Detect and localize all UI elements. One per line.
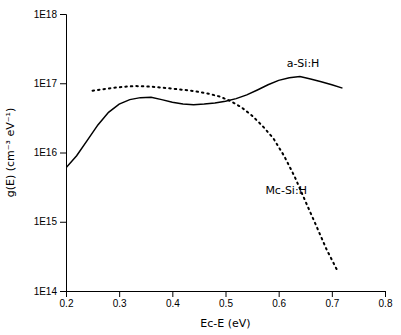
plot: 0.20.30.40.50.60.70.81E141E151E161E171E1… <box>34 9 393 309</box>
y-axis-title: g(E) (cm⁻³ eV⁻¹) <box>4 108 17 198</box>
x-axis-line <box>67 292 386 298</box>
x-axis: 0.2 0.3 0.4 0.5 0.6 0.7 0.8 <box>60 291 393 309</box>
x-tick: 0.5 <box>219 291 233 309</box>
x-tick-mark <box>119 291 120 297</box>
x-tick: 0.3 <box>113 291 127 309</box>
x-tick-mark <box>172 291 173 297</box>
chart: 0.20.30.40.50.60.70.81E141E151E161E171E1… <box>0 0 401 335</box>
lines <box>66 77 342 271</box>
x-tick-mark <box>332 291 333 297</box>
x-tick-label: 0.6 <box>272 298 286 309</box>
x-tick-label: 0.3 <box>113 298 127 309</box>
y-tick: 1E17 <box>34 78 66 89</box>
annotations: a-Si:H Mc-Si:H <box>265 57 319 197</box>
x-tick-label: 0.4 <box>166 298 180 309</box>
y-tick-mark <box>60 222 66 223</box>
x-tick: 0.4 <box>166 291 180 309</box>
x-tick-label: 0.8 <box>379 298 393 309</box>
annotation: a-Si:H <box>287 57 320 70</box>
y-tick-mark <box>60 291 66 292</box>
x-tick-mark <box>279 291 280 297</box>
annotation: Mc-Si:H <box>265 184 307 197</box>
y-axis: 1E14 1E15 1E16 1E17 1E18 <box>34 9 67 297</box>
x-tick: 0.7 <box>325 291 339 309</box>
y-tick: 1E16 <box>34 147 66 158</box>
y-axis-line <box>60 15 67 292</box>
y-tick-label: 1E14 <box>34 286 58 297</box>
y-tick: 1E14 <box>34 286 66 297</box>
y-tick-label: 1E18 <box>34 9 58 20</box>
y-tick-label: 1E17 <box>34 78 58 89</box>
y-tick-label: 1E16 <box>34 147 58 158</box>
x-tick-label: 0.2 <box>60 298 74 309</box>
y-tick-label: 1E15 <box>34 216 58 227</box>
x-tick: 0.6 <box>272 291 286 309</box>
x-tick: 0.2 <box>60 291 74 309</box>
y-tick-mark <box>60 83 66 84</box>
x-axis-title: Ec-E (eV) <box>200 317 250 330</box>
x-tick-label: 0.5 <box>219 298 233 309</box>
x-tick-label: 0.7 <box>325 298 339 309</box>
y-tick-mark <box>60 14 66 15</box>
x-tick-mark <box>226 291 227 297</box>
series-line <box>66 77 342 168</box>
x-tick: 0.8 <box>379 291 393 309</box>
y-tick: 1E18 <box>34 9 66 20</box>
y-tick-mark <box>60 153 66 154</box>
x-tick-mark <box>385 291 386 297</box>
y-tick: 1E15 <box>34 216 66 227</box>
series-line <box>93 86 338 270</box>
